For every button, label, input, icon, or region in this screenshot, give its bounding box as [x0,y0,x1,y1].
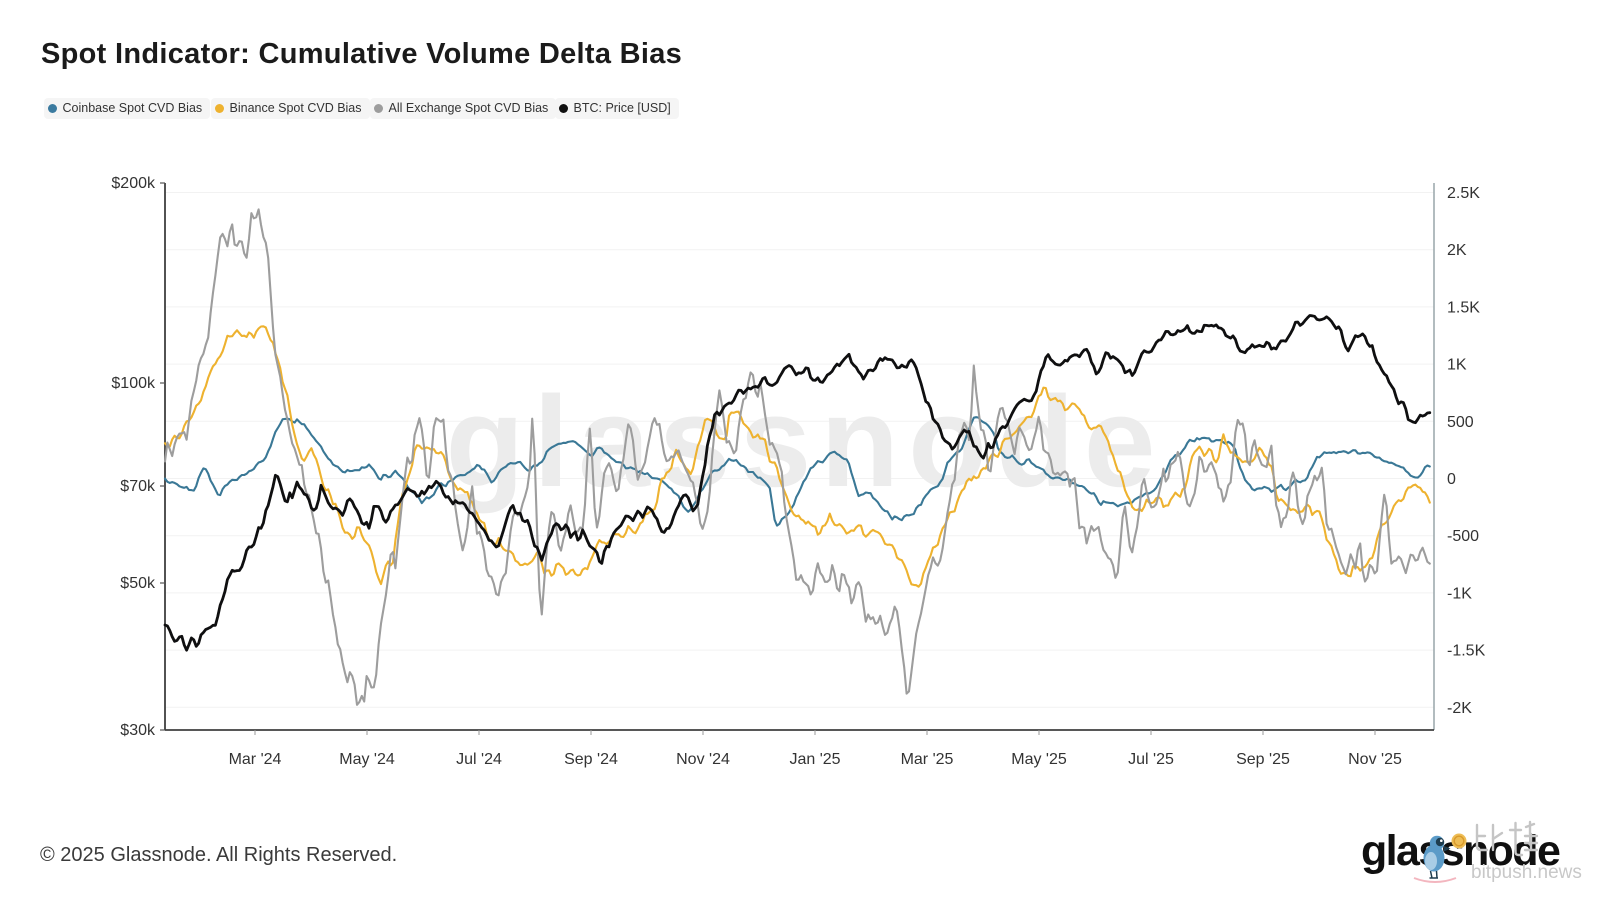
svg-text:$30k: $30k [120,722,156,739]
svg-text:$100k: $100k [111,375,156,392]
svg-text:glassnode: glassnode [445,370,1164,514]
svg-text:-1K: -1K [1447,585,1472,602]
svg-text:Jan '25: Jan '25 [789,751,840,768]
svg-text:Jul '24: Jul '24 [456,751,502,768]
svg-text:Jul '25: Jul '25 [1128,751,1174,768]
svg-text:-1.5K: -1.5K [1447,643,1486,660]
svg-text:500: 500 [1447,414,1474,431]
svg-text:May '24: May '24 [339,751,395,768]
svg-text:Mar '24: Mar '24 [229,751,282,768]
svg-text:Sep '25: Sep '25 [1236,751,1290,768]
svg-text:Nov '24: Nov '24 [676,751,730,768]
svg-text:$50k: $50k [120,575,156,592]
svg-text:1.5K: 1.5K [1447,299,1480,316]
svg-text:1K: 1K [1447,357,1467,374]
svg-text:0: 0 [1447,471,1456,488]
svg-text:2.5K: 2.5K [1447,185,1480,202]
svg-text:Sep '24: Sep '24 [564,751,618,768]
svg-text:2K: 2K [1447,242,1467,259]
svg-text:Nov '25: Nov '25 [1348,751,1402,768]
svg-text:bitpush.news: bitpush.news [1471,862,1582,883]
svg-text:-500: -500 [1447,528,1479,545]
svg-text:$200k: $200k [111,175,156,192]
svg-text:Mar '25: Mar '25 [901,751,954,768]
svg-text:$70k: $70k [120,478,156,495]
svg-text:-2K: -2K [1447,700,1472,717]
svg-text:May '25: May '25 [1011,751,1067,768]
